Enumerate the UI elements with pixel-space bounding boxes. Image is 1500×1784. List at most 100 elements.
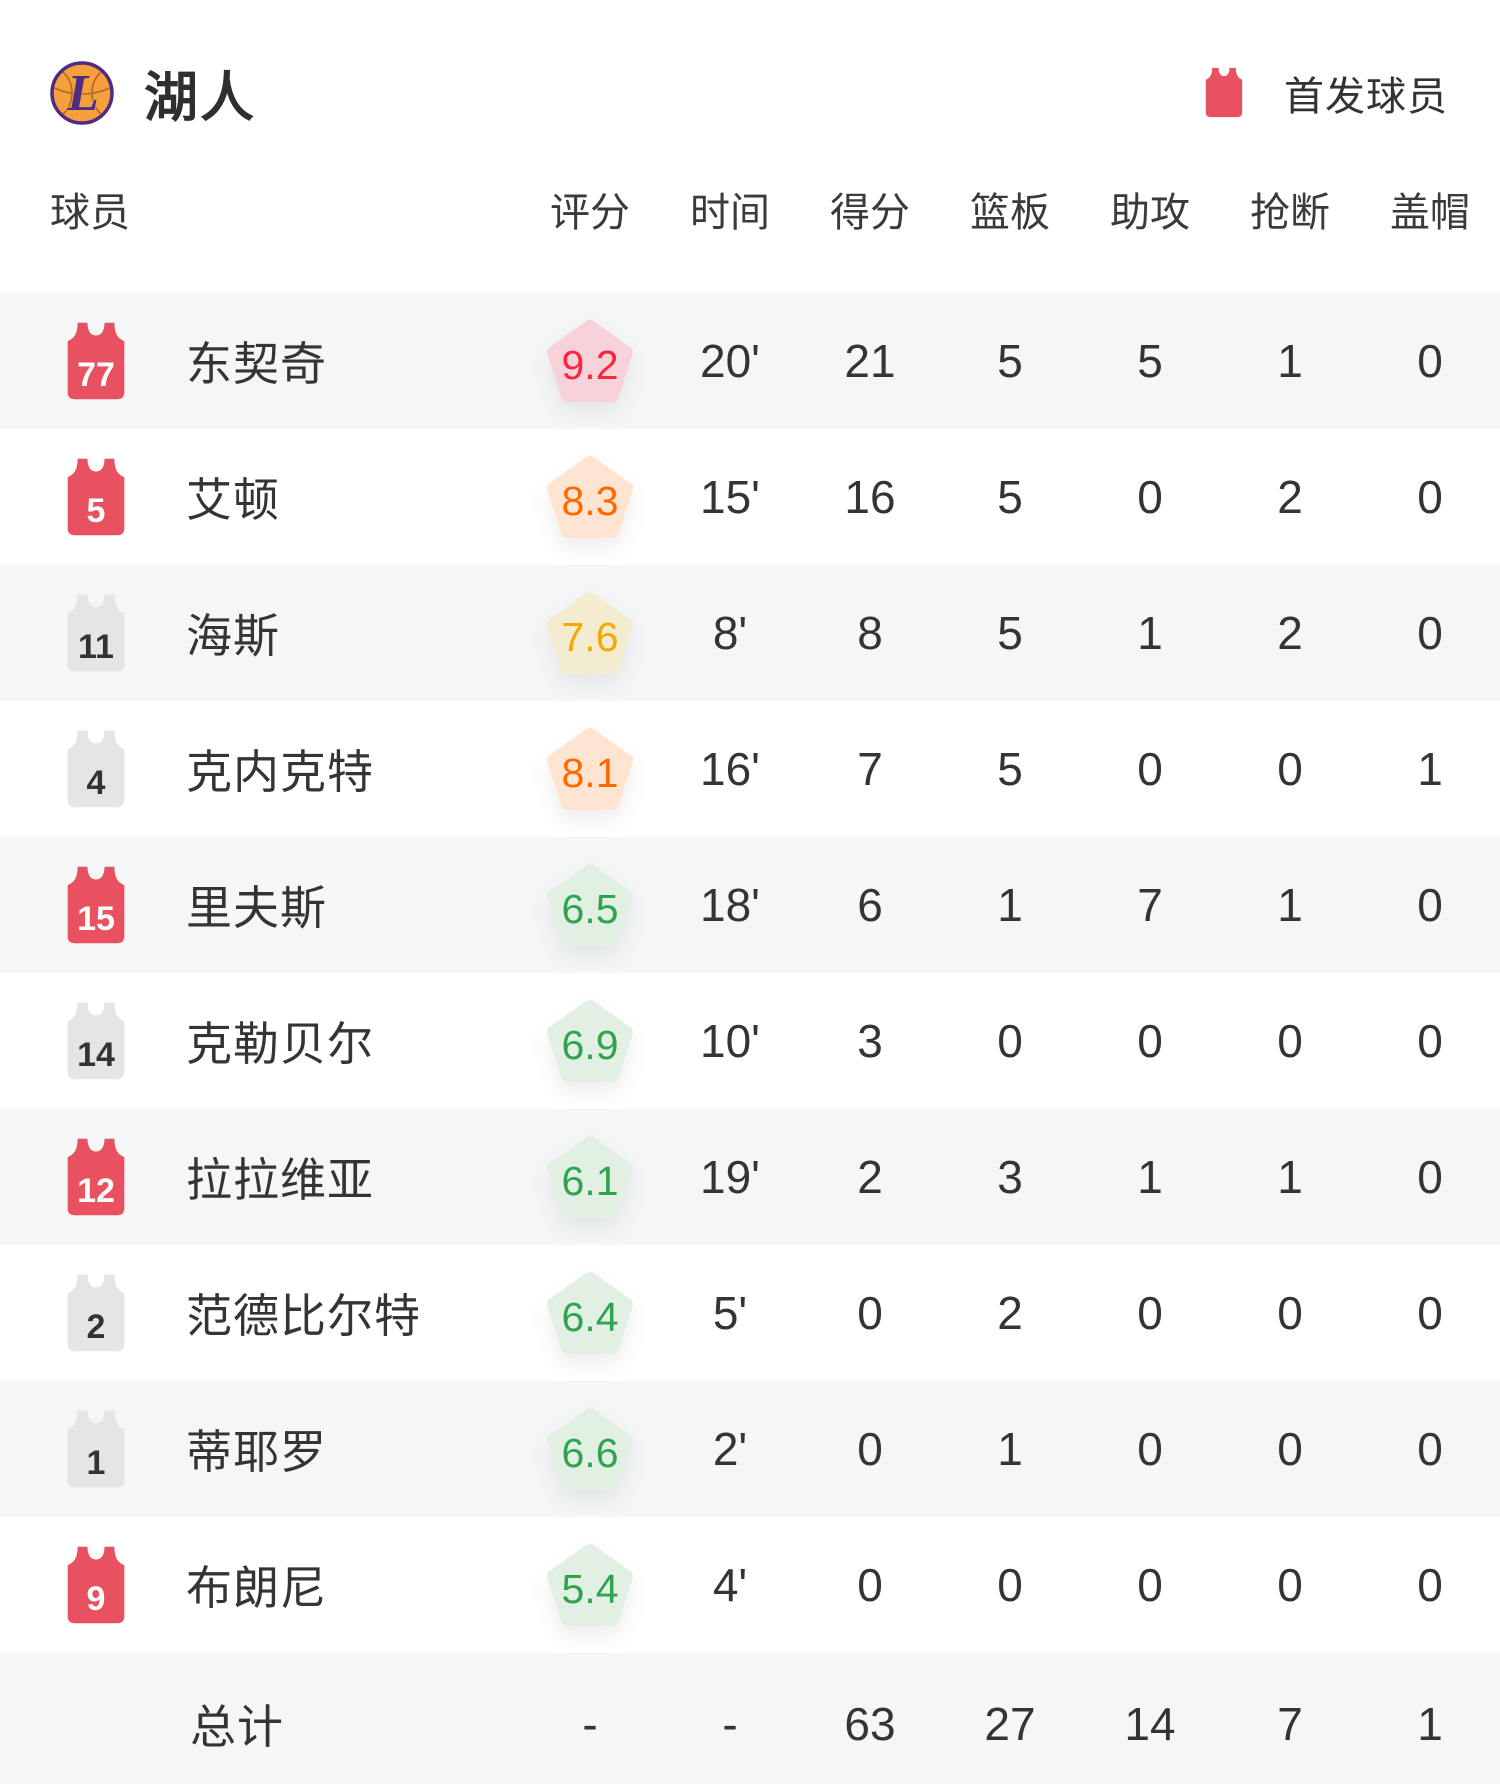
table-body: 77 东契奇 9.2 20' 21 5 5 1 0 5 xyxy=(0,293,1500,1653)
jersey-number: 11 xyxy=(78,628,114,667)
jersey-number: 15 xyxy=(77,900,115,939)
rating-badge: 6.9 xyxy=(546,999,634,1083)
rating-badge: 6.6 xyxy=(546,1407,634,1491)
total-row: 总计 - - 63 27 14 7 1 xyxy=(0,1653,1500,1784)
total-rebounds: 27 xyxy=(984,1698,1036,1750)
rating-value: 6.4 xyxy=(561,1293,619,1340)
rating-value: 5.4 xyxy=(561,1565,619,1612)
jersey-icon: 15 xyxy=(62,865,130,945)
jersey-icon: 12 xyxy=(62,1137,130,1217)
table-row[interactable]: 11 海斯 7.6 8' 8 5 1 2 0 xyxy=(0,565,1500,701)
points-cell: 0 xyxy=(857,1287,883,1339)
player-cell: 9 布朗尼 xyxy=(0,1545,520,1625)
blocks-cell: 0 xyxy=(1417,471,1443,523)
jersey-icon: 77 xyxy=(62,321,130,401)
rating-value: 6.5 xyxy=(561,885,619,932)
player-cell: 4 克内克特 xyxy=(0,729,520,809)
svg-text:L: L xyxy=(66,65,99,122)
starter-jersey-icon xyxy=(1205,67,1243,118)
table-row[interactable]: 9 布朗尼 5.4 4' 0 0 0 0 0 xyxy=(0,1517,1500,1653)
rating-cell: 9.2 xyxy=(520,319,660,403)
blocks-cell: 0 xyxy=(1417,1559,1443,1611)
player-cell: 5 艾顿 xyxy=(0,457,520,537)
player-cell: 77 东契奇 xyxy=(0,321,520,401)
rating-badge: 5.4 xyxy=(546,1543,634,1627)
table-row[interactable]: 5 艾顿 8.3 15' 16 5 0 2 0 xyxy=(0,429,1500,565)
jersey-icon: 11 xyxy=(62,593,130,673)
rating-cell: 8.1 xyxy=(520,727,660,811)
rebounds-cell: 0 xyxy=(997,1015,1023,1067)
time-cell: 15' xyxy=(700,471,760,523)
rating-cell: 8.3 xyxy=(520,455,660,539)
player-name: 克内克特 xyxy=(186,746,374,798)
steals-cell: 1 xyxy=(1277,335,1303,387)
blocks-cell: 0 xyxy=(1417,1015,1443,1067)
total-assists: 14 xyxy=(1124,1698,1176,1750)
player-name: 东契奇 xyxy=(186,338,327,390)
player-cell: 14 克勒贝尔 xyxy=(0,1001,520,1081)
table-row[interactable]: 4 克内克特 8.1 16' 7 5 0 0 1 xyxy=(0,701,1500,837)
rebounds-cell: 5 xyxy=(997,335,1023,387)
total-rating: - xyxy=(582,1698,598,1750)
table-row[interactable]: 77 东契奇 9.2 20' 21 5 5 1 0 xyxy=(0,293,1500,429)
rating-badge: 8.1 xyxy=(546,727,634,811)
col-header-assists: 助攻 xyxy=(1110,191,1190,235)
rating-value: 7.6 xyxy=(561,613,619,660)
assists-cell: 0 xyxy=(1137,1423,1163,1475)
rating-badge: 6.1 xyxy=(546,1135,634,1219)
rebounds-cell: 3 xyxy=(997,1151,1023,1203)
jersey-icon: 9 xyxy=(62,1545,130,1625)
time-cell: 8' xyxy=(712,607,748,659)
col-header-time: 时间 xyxy=(690,191,770,235)
assists-cell: 7 xyxy=(1137,879,1163,931)
points-cell: 7 xyxy=(857,743,883,795)
table-row[interactable]: 14 克勒贝尔 6.9 10' 3 0 0 0 0 xyxy=(0,973,1500,1109)
player-cell: 1 蒂耶罗 xyxy=(0,1409,520,1489)
total-points: 63 xyxy=(844,1698,896,1750)
blocks-cell: 0 xyxy=(1417,1287,1443,1339)
player-name: 拉拉维亚 xyxy=(186,1154,374,1206)
player-cell: 2 范德比尔特 xyxy=(0,1273,520,1353)
steals-cell: 0 xyxy=(1277,1287,1303,1339)
starter-legend: 首发球员 xyxy=(1202,64,1448,122)
steals-cell: 0 xyxy=(1277,1015,1303,1067)
rating-cell: 5.4 xyxy=(520,1543,660,1627)
rebounds-cell: 5 xyxy=(997,471,1023,523)
steals-cell: 2 xyxy=(1277,471,1303,523)
col-header-steals: 抢断 xyxy=(1250,191,1330,235)
blocks-cell: 0 xyxy=(1417,335,1443,387)
rating-cell: 7.6 xyxy=(520,591,660,675)
table-row[interactable]: 12 拉拉维亚 6.1 19' 2 3 1 1 0 xyxy=(0,1109,1500,1245)
player-cell: 12 拉拉维亚 xyxy=(0,1137,520,1217)
jersey-number: 9 xyxy=(86,1580,106,1619)
blocks-cell: 0 xyxy=(1417,607,1443,659)
jersey-number: 5 xyxy=(86,492,106,531)
points-cell: 21 xyxy=(844,335,896,387)
rating-cell: 6.4 xyxy=(520,1271,660,1355)
rating-value: 6.9 xyxy=(561,1021,619,1068)
jersey-icon: 14 xyxy=(62,1001,130,1081)
points-cell: 2 xyxy=(857,1151,883,1203)
rating-badge: 9.2 xyxy=(546,319,634,403)
blocks-cell: 0 xyxy=(1417,1151,1443,1203)
table-row[interactable]: 1 蒂耶罗 6.6 2' 0 1 0 0 0 xyxy=(0,1381,1500,1517)
jersey-number: 14 xyxy=(77,1036,115,1075)
steals-cell: 0 xyxy=(1277,1423,1303,1475)
player-cell: 11 海斯 xyxy=(0,593,520,673)
table-row[interactable]: 2 范德比尔特 6.4 5' 0 2 0 0 0 xyxy=(0,1245,1500,1381)
jersey-number: 2 xyxy=(86,1308,106,1347)
rebounds-cell: 0 xyxy=(997,1559,1023,1611)
steals-cell: 1 xyxy=(1277,1151,1303,1203)
table-row[interactable]: 15 里夫斯 6.5 18' 6 1 7 1 0 xyxy=(0,837,1500,973)
points-cell: 0 xyxy=(857,1559,883,1611)
time-cell: 10' xyxy=(700,1015,760,1067)
time-cell: 19' xyxy=(700,1151,760,1203)
points-cell: 3 xyxy=(857,1015,883,1067)
time-cell: 18' xyxy=(700,879,760,931)
jersey-number: 77 xyxy=(77,356,115,395)
jersey-icon: 1 xyxy=(62,1409,130,1489)
player-name: 海斯 xyxy=(186,610,280,662)
rating-cell: 6.9 xyxy=(520,999,660,1083)
rebounds-cell: 1 xyxy=(997,1423,1023,1475)
total-label: 总计 xyxy=(190,1701,284,1753)
